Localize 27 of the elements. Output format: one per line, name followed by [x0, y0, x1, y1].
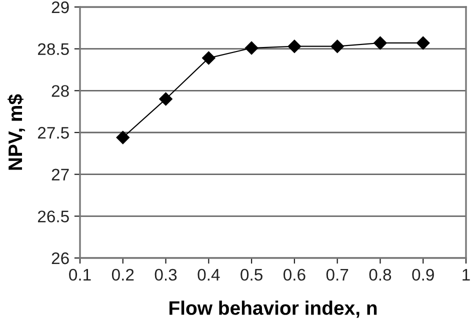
- x-tick-label: 0.9: [412, 268, 434, 281]
- y-tick-label: 27: [52, 168, 69, 180]
- y-tick-label: 27.5: [38, 126, 69, 139]
- point: [159, 92, 172, 106]
- point: [288, 40, 302, 53]
- point: [116, 130, 130, 144]
- x-tick-label: 1: [462, 269, 470, 280]
- y-axis-title: NPV, m$: [8, 94, 26, 170]
- x-tick-label: 0.4: [198, 268, 220, 281]
- x-tick-label: 0.7: [326, 268, 348, 281]
- y-tick-label: 26: [52, 252, 69, 264]
- x-axis-title: Flow behavior index, n: [170, 300, 377, 318]
- y-tick-label: 28: [52, 85, 69, 97]
- point: [416, 36, 430, 50]
- y-tick-label: 26.5: [38, 210, 69, 222]
- x-tick-label: 0.3: [154, 268, 177, 281]
- x-tick-label: 0.6: [284, 268, 306, 281]
- point: [202, 51, 216, 65]
- y-tick-label: 28.5: [38, 43, 69, 56]
- x-tick-label: 0.5: [240, 268, 262, 281]
- point: [330, 40, 344, 53]
- point: [244, 41, 258, 55]
- point: [374, 36, 387, 50]
- x-tick-label: 0.2: [112, 268, 134, 281]
- y-tick-label: 29: [52, 1, 69, 14]
- x-tick-label: 0.8: [369, 268, 392, 281]
- x-tick-label: 0.1: [69, 268, 91, 281]
